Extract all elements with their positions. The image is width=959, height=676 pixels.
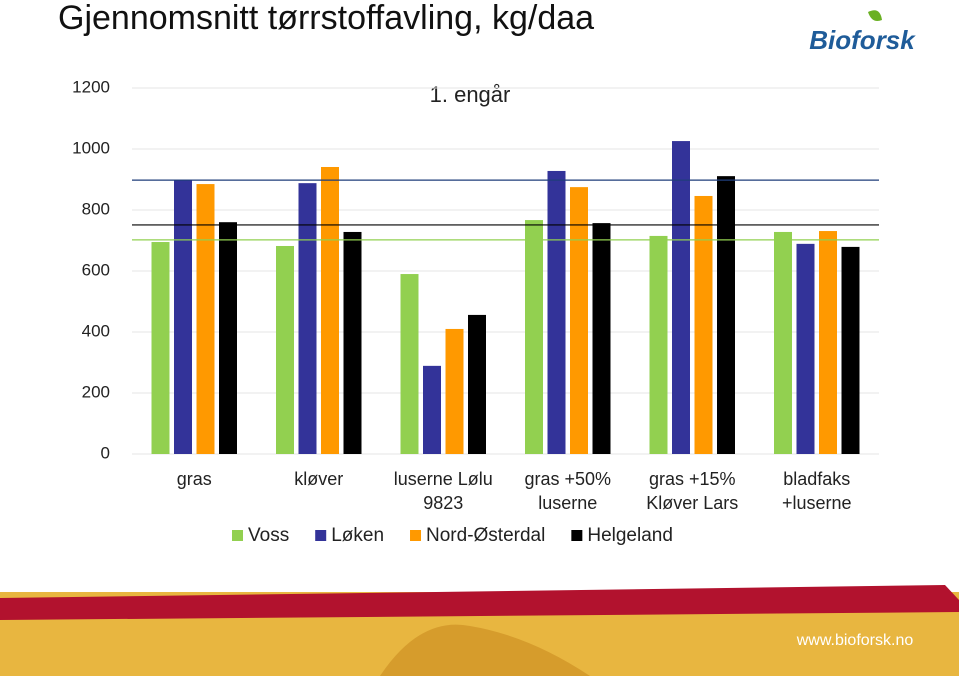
y-tick-label: 600 — [82, 260, 110, 279]
legend-swatch — [232, 530, 243, 541]
bar — [841, 246, 860, 454]
chart-title: Gjennomsnitt tørrstoffavling, kg/daa — [58, 0, 594, 37]
bar — [468, 314, 486, 454]
bar — [717, 176, 735, 454]
y-tick-label: 0 — [101, 443, 110, 462]
footer-url: www.bioforsk.no — [796, 632, 914, 649]
y-tick-label: 1000 — [72, 138, 110, 157]
y-tick-label: 200 — [82, 382, 110, 401]
x-tick-line: luserne Lølu — [394, 469, 493, 489]
x-tick-line: gras — [177, 469, 212, 489]
bar — [400, 274, 419, 454]
plot: 0 200 400 600 800 1000 1200 gras kløver luserne L… — [72, 77, 879, 546]
bar — [694, 195, 713, 454]
bar — [592, 223, 611, 454]
legend-swatch — [315, 530, 327, 541]
bar — [445, 328, 464, 454]
bar — [819, 231, 837, 454]
x-tick-line: 9823 — [423, 493, 463, 513]
footer-decoration — [380, 624, 590, 676]
x-tick-line: gras +50% — [524, 469, 611, 489]
legend-label: Helgeland — [587, 525, 673, 546]
footer-stripe — [0, 585, 959, 620]
x-tick-label: gras +15% Kløver Lars — [646, 469, 738, 513]
bar — [672, 141, 690, 454]
footer-band — [0, 585, 959, 676]
bar — [570, 187, 588, 454]
x-tick-line: luserne — [538, 493, 597, 513]
bar — [547, 170, 566, 454]
legend-label: Voss — [248, 525, 289, 546]
bar — [649, 235, 668, 454]
x-tick-label: bladfaks +luserne — [782, 469, 852, 513]
y-tick-label: 400 — [82, 321, 110, 340]
bar — [321, 166, 339, 454]
x-tick-line: kløver — [294, 469, 343, 489]
legend-swatch — [410, 530, 422, 541]
bar — [774, 231, 792, 454]
bar — [423, 365, 441, 454]
bar — [219, 222, 237, 454]
bar — [174, 180, 192, 455]
legend-label: Nord-Østerdal — [426, 525, 545, 546]
bar — [196, 184, 215, 454]
logo-leaf — [868, 10, 882, 21]
bar — [298, 183, 317, 454]
x-tick-label: gras — [177, 469, 212, 489]
bar — [151, 242, 170, 454]
chart-subtitle: 1. engår — [430, 82, 511, 107]
bar — [343, 231, 362, 454]
legend-swatch — [571, 530, 583, 541]
x-tick-label: gras +50% luserne — [524, 469, 611, 513]
legend-label: Løken — [331, 525, 384, 546]
x-tick-line: gras +15% — [649, 469, 736, 489]
x-tick-label: luserne Lølu 9823 — [394, 469, 493, 513]
bar — [796, 243, 815, 454]
y-tick-label: 800 — [82, 199, 110, 218]
x-tick-line: Kløver Lars — [646, 493, 738, 513]
y-tick-label: 1200 — [72, 77, 110, 96]
bar — [525, 220, 543, 454]
x-tick-line: bladfaks — [783, 469, 850, 489]
x-tick-label: kløver — [294, 469, 343, 489]
x-tick-line: +luserne — [782, 493, 852, 513]
bar — [276, 245, 294, 454]
logo: Bioforsk — [809, 25, 916, 55]
